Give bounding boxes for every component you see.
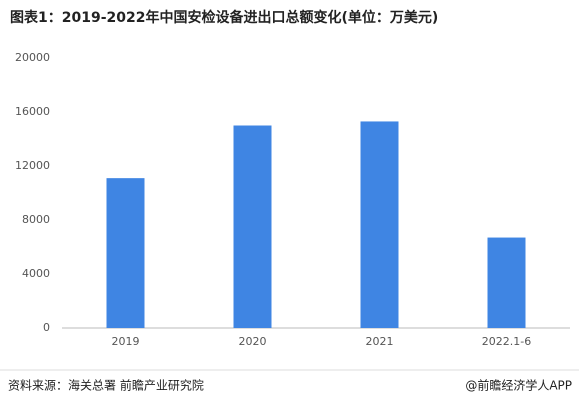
x-tick-label: 2022.1-6 (482, 335, 531, 348)
y-tick-label: 20000 (15, 51, 50, 64)
credit: @前瞻经济学人APP (465, 378, 572, 393)
y-tick-label: 8000 (22, 213, 50, 226)
source: 资料来源：海关总署 前瞻产业研究院 (8, 378, 204, 393)
y-tick-label: 0 (43, 321, 50, 334)
x-tick-label: 2020 (239, 335, 267, 348)
x-tick-label: 2021 (366, 335, 394, 348)
y-tick-label: 4000 (22, 267, 50, 280)
bar (487, 237, 526, 328)
x-tick-label: 2019 (112, 335, 140, 348)
y-tick-label: 16000 (15, 105, 50, 118)
y-tick-label: 12000 (15, 159, 50, 172)
bar (360, 121, 399, 328)
chart-title: 图表1：2019-2022年中国安检设备进出口总额变化(单位：万美元) (10, 9, 438, 26)
bar (233, 125, 272, 328)
bar (106, 178, 145, 328)
